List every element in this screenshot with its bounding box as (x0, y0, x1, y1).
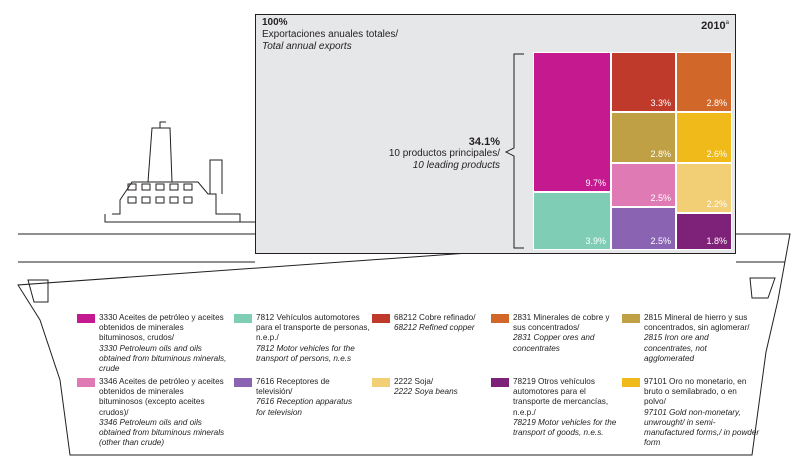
legend-swatch (77, 378, 95, 387)
legend-label-en: 3346 Petroleum oils and oils obtained fr… (99, 417, 225, 448)
legend-item-3346: 3346 Aceites de petróleo y aceites obten… (77, 377, 227, 447)
legend-label-es: 2815 Mineral de hierro y sus concentrado… (644, 313, 750, 333)
leading-products-label: 34.1% 10 productos principales/ 10 leadi… (360, 136, 500, 172)
legend-swatch (491, 378, 509, 387)
legend-label-en: 2831 Copper ores and concentrates (513, 333, 595, 353)
legend-label-en: 78219 Motor vehicles for the transport o… (513, 417, 617, 438)
legend-label-es: 3330 Aceites de petróleo y aceites obten… (99, 313, 224, 343)
ship-funnel-top (159, 121, 166, 128)
tile-78219-value: 1.8% (706, 236, 727, 246)
tile-7812-value: 3.9% (585, 236, 606, 246)
legend-swatch (491, 314, 509, 323)
tile-2815-value: 2.8% (650, 149, 671, 159)
tile-7616: 2.5% (611, 207, 676, 250)
legend-swatch (622, 314, 640, 323)
legend-item-97101: 97101 Oro no monetario, en bruto o semil… (622, 377, 762, 452)
legend-label-en: 7616 Reception apparatus for television (256, 397, 353, 417)
tile-7812: 3.9% (533, 192, 611, 250)
total-label-en: Total annual exports (262, 41, 352, 52)
leading-label-es: 10 productos principales/ (388, 148, 500, 159)
tile-2831: 2.8% (676, 52, 732, 112)
tile-2222: 2.2% (676, 163, 732, 213)
ship-bridge (104, 181, 255, 223)
tile-2222-value: 2.2% (706, 199, 727, 209)
legend-swatch (234, 378, 252, 387)
ship-hull (17, 233, 791, 456)
legend-label-es: 97101 Oro no monetario, en bruto o semil… (644, 377, 747, 407)
leading-pct: 34.1% (468, 136, 500, 148)
leading-bracket (504, 53, 524, 249)
legend-label-es: 3346 Aceites de petróleo y aceites obten… (99, 377, 224, 417)
tile-3346: 2.5% (611, 163, 676, 207)
tile-2831-value: 2.8% (706, 98, 727, 108)
legend-item-2831: 2831 Minerales de cobre y sus concentrad… (491, 313, 621, 363)
tile-78219: 1.8% (676, 213, 732, 250)
legend-label-en: 68212 Refined copper (394, 323, 475, 333)
leading-label-en: 10 leading products (412, 160, 500, 171)
year-value: 2010 (701, 20, 726, 32)
legend-swatch (372, 378, 390, 387)
legend-label-en: 2222 Soya beans (394, 387, 458, 397)
legend-item-7812: 7812 Vehículos automotores para el trans… (234, 313, 370, 373)
legend-label-es: 78219 Otros vehículos automotores para e… (513, 377, 609, 417)
total-pct: 100% (262, 17, 288, 28)
legend-swatch (372, 314, 390, 323)
legend-label-es: 7616 Receptores de televisión/ (256, 377, 330, 397)
tile-3330-value: 9.7% (585, 178, 606, 188)
legend-label-en: 7812 Motor vehicles for the transport of… (256, 343, 355, 363)
tile-97101-value: 2.6% (706, 149, 727, 159)
legend-label-en: 97101 Gold non-monetary, unwrought/ in s… (644, 407, 760, 448)
tile-7616-value: 2.5% (650, 236, 671, 246)
ship-funnel (147, 127, 173, 183)
legend-swatch (234, 314, 252, 323)
ship-windows (127, 183, 193, 204)
total-exports-header: 100% Exportaciones anuales totales/ Tota… (262, 17, 398, 53)
tile-68212-value: 3.3% (650, 98, 671, 108)
legend-label-es: 7812 Vehículos automotores para el trans… (256, 313, 370, 343)
legend-item-2222: 2222 Soja/2222 Soya beans (372, 377, 492, 407)
tile-68212: 3.3% (611, 52, 676, 112)
legend-item-2815: 2815 Mineral de hierro y sus concentrado… (622, 313, 762, 373)
legend-swatch (622, 378, 640, 387)
legend-swatch (77, 314, 95, 323)
legend-item-7616: 7616 Receptores de televisión/7616 Recep… (234, 377, 369, 437)
total-label-es: Exportaciones anuales totales/ (262, 29, 399, 40)
ship-mast (209, 159, 223, 194)
legend-item-78219: 78219 Otros vehículos automotores para e… (491, 377, 621, 437)
tile-97101: 2.6% (676, 112, 732, 163)
legend-label-es: 68212 Cobre refinado/ (394, 313, 476, 322)
ship-stern-detail (749, 277, 776, 299)
tile-2815: 2.8% (611, 112, 676, 163)
legend-item-68212: 68212 Cobre refinado/68212 Refined coppe… (372, 313, 492, 343)
legend-label-es: 2222 Soja/ (394, 377, 434, 386)
legend-label-en: 2815 Iron ore and concentrates, not aggl… (644, 333, 709, 363)
tile-3330: 9.7% (533, 52, 611, 192)
year-note: a (725, 20, 729, 26)
tile-3346-value: 2.5% (650, 193, 671, 203)
ship-bow-detail (27, 279, 49, 303)
legend-item-3330: 3330 Aceites de petróleo y aceites obten… (77, 313, 227, 373)
legend-label-es: 2831 Minerales de cobre y sus concentrad… (513, 313, 610, 333)
legend-label-en: 3330 Petroleum oils and oils obtained fr… (99, 343, 227, 374)
year-label: 2010a (701, 20, 729, 32)
